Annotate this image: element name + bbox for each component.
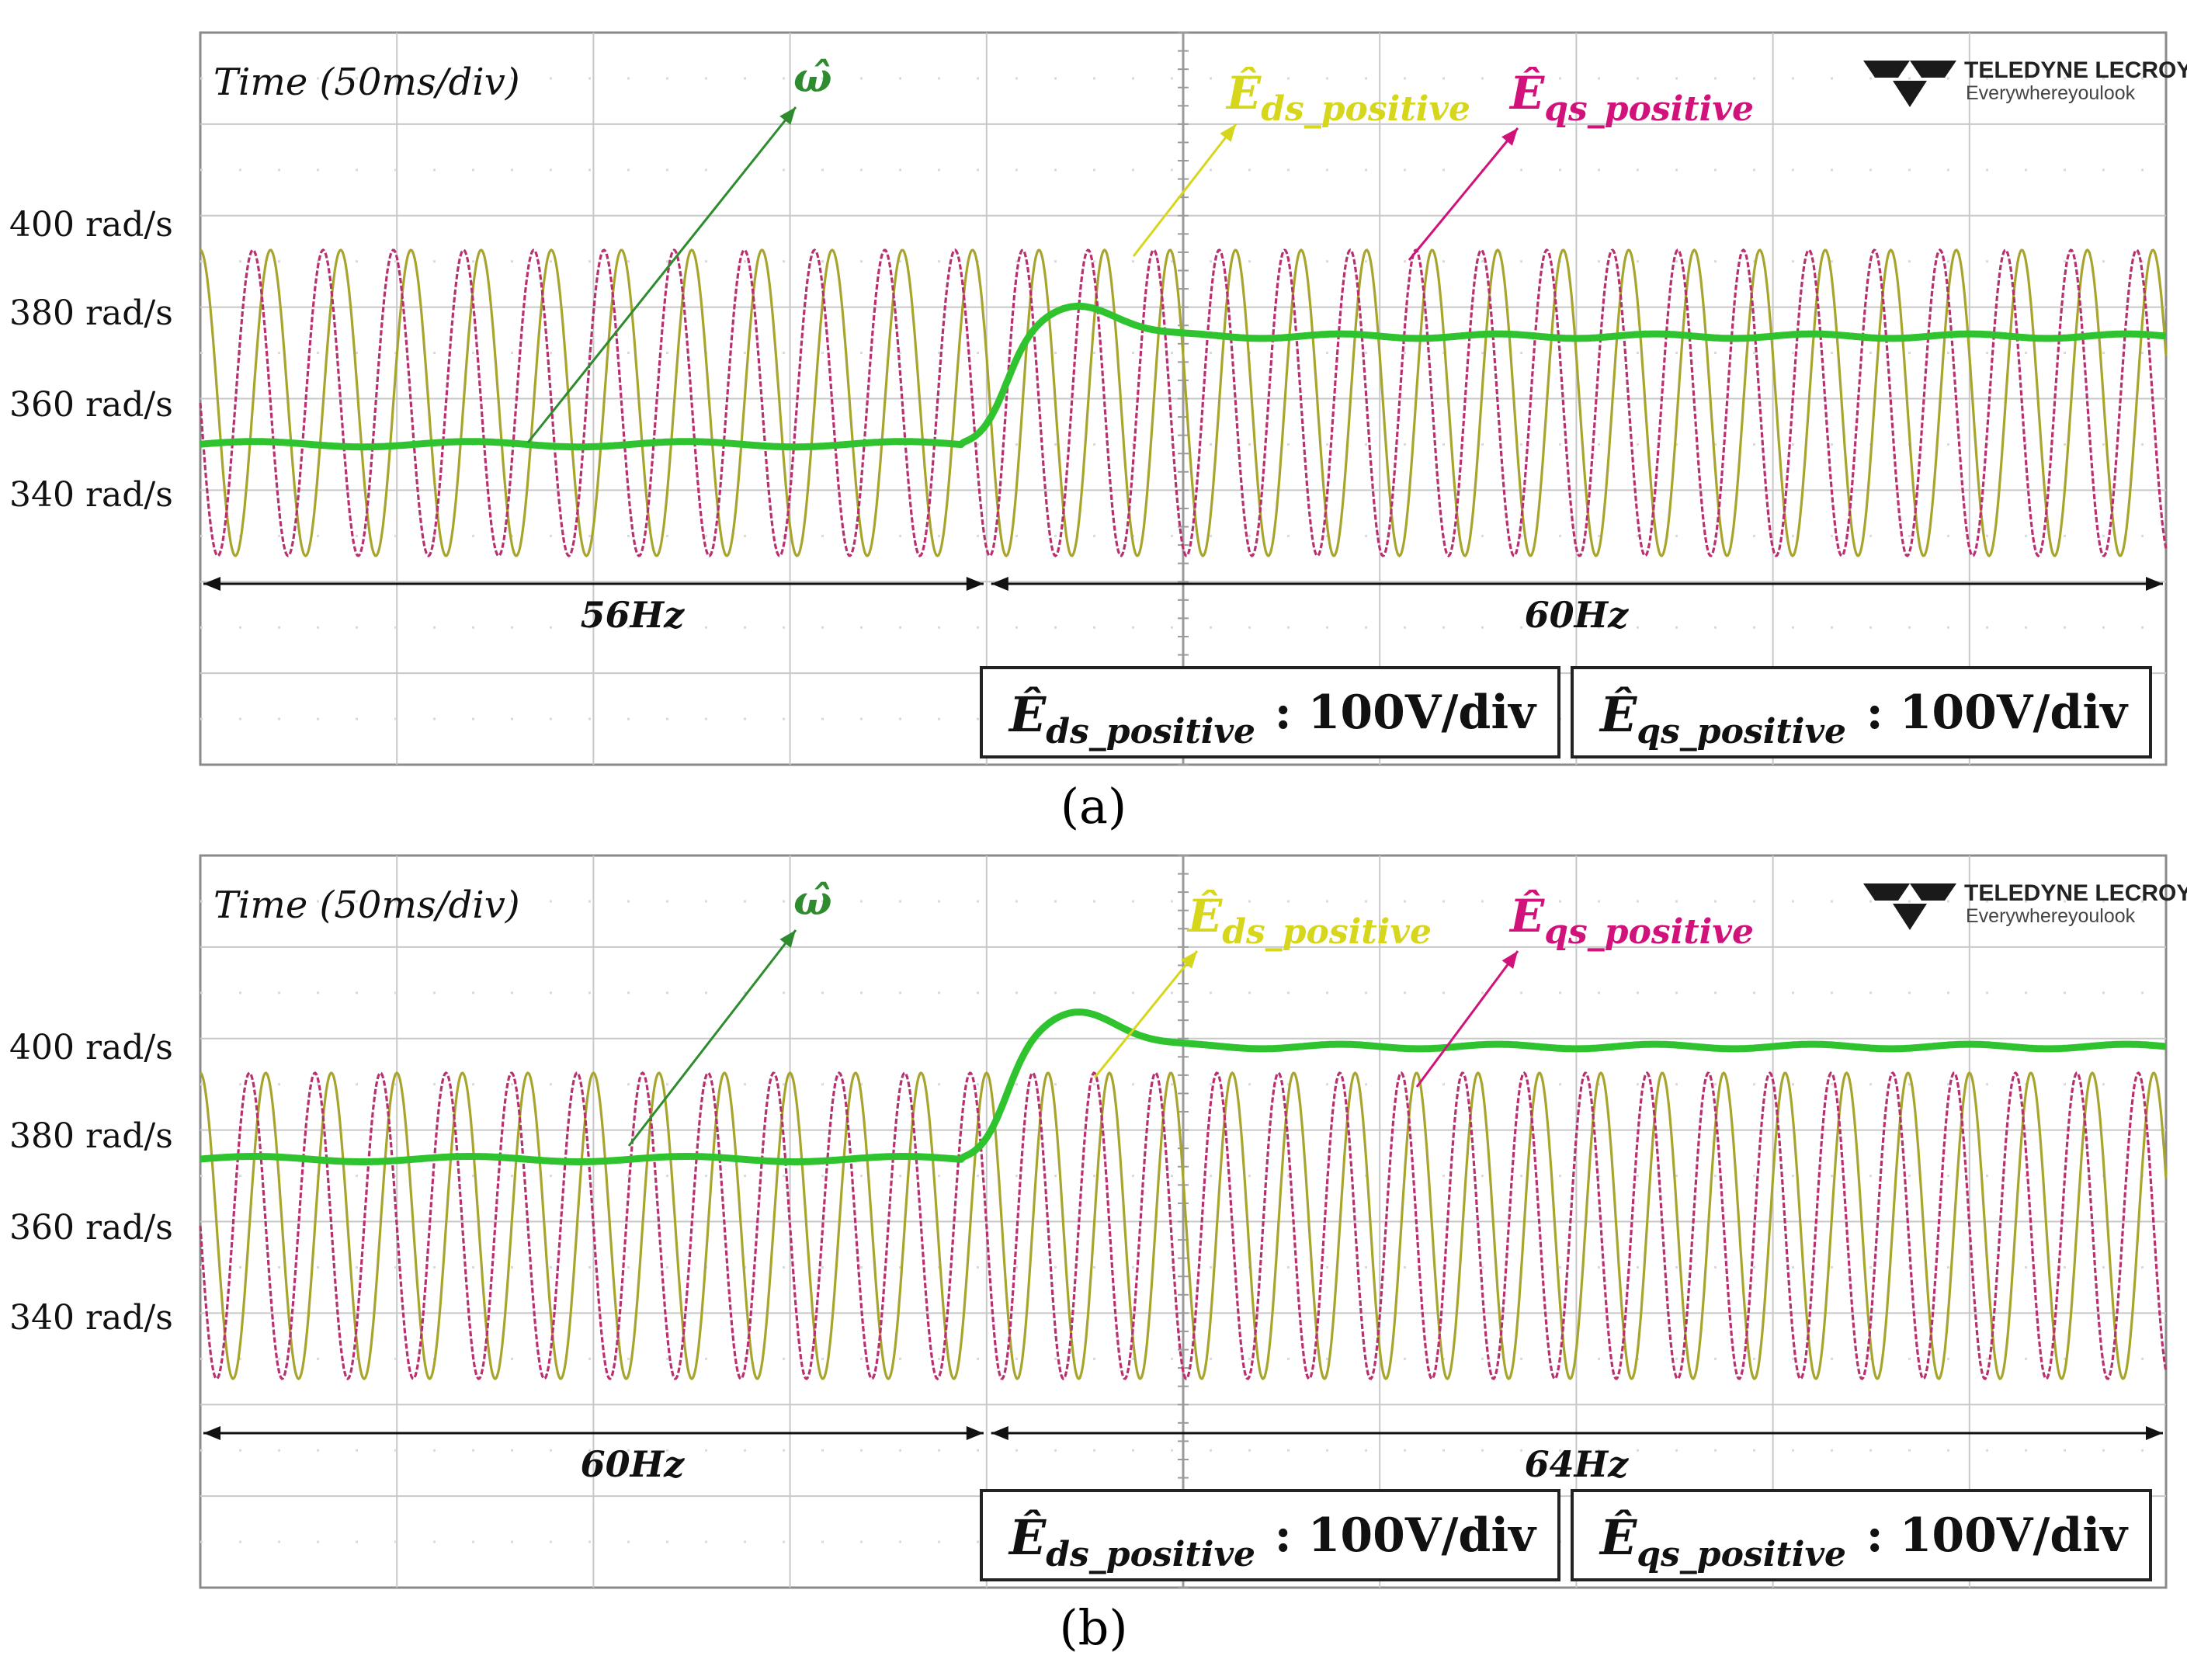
freq-span-after-right-head (2146, 1426, 2163, 1440)
scale-box-value: : 100V/div (1866, 686, 2129, 740)
freq-before-label: 56Hz (581, 594, 685, 636)
scale-box-signal-label: Êqs_positive (1599, 686, 1846, 751)
eqs-positive-label: Êqs_positive (1508, 890, 1754, 952)
freq-span-before-right-head (966, 1426, 984, 1440)
eqs-positive-label-subscript: qs_positive (1544, 89, 1754, 129)
scale-box-signal-label-subscript: ds_positive (1046, 712, 1255, 751)
y-tick-label: 400 rad/s (9, 205, 173, 245)
eqs-positive-label-subscript: qs_positive (1544, 912, 1754, 952)
time-scale-label: Time (50ms/div) (213, 61, 520, 104)
eqs-positive-arrow (1415, 950, 1519, 1088)
y-tick-label: 360 rad/s (9, 385, 173, 425)
logo-mark-bottom (1893, 81, 1927, 107)
eqs-positive-trace (199, 1071, 2168, 1381)
scale-box-signal-label: Êqs_positive (1599, 1509, 1846, 1574)
time-scale-label: Time (50ms/div) (213, 883, 520, 927)
eds-positive-arrow (1132, 123, 1238, 257)
scale-box-value: : 100V/div (1866, 1508, 2129, 1563)
omega-arrow (627, 929, 797, 1147)
omega-label: ω̂ (793, 54, 832, 102)
eqs-positive-trace (199, 248, 2168, 557)
caption-b: (b) (1059, 1599, 1128, 1656)
y-tick-label: 340 rad/s (9, 475, 173, 515)
scope-chart-b: 400 rad/s 380 rad/s 360 rad/s 340 rad/s Time… (9, 854, 2187, 1589)
scope-chart-a: 400 rad/s 380 rad/s 360 rad/s 340 rad/s Time… (9, 31, 2187, 766)
eds-positive-label-subscript: ds_positive (1222, 912, 1432, 952)
freq-span-after-right-head (2146, 577, 2163, 591)
eqs-positive-arrow (1408, 127, 1519, 261)
scope-panel-b: 400 rad/s 380 rad/s 360 rad/s 340 rad/s Time… (0, 823, 2187, 1661)
logo-mark-top (1910, 883, 1956, 901)
eds-positive-label: Êds_positive (1225, 67, 1470, 129)
eqs-positive-arrow-head (1501, 128, 1518, 146)
logo-mark-top (1863, 883, 1910, 901)
scale-box-signal-label-main: Ê (1008, 686, 1047, 743)
eqs-positive-label-main: Ê (1508, 890, 1545, 942)
scale-box-signal-label-main: Ê (1599, 686, 1637, 743)
logo-mark-top (1863, 61, 1910, 78)
logo-mark-bottom (1893, 904, 1927, 930)
scale-box-value: : 100V/div (1275, 686, 1537, 740)
scale-box-value: : 100V/div (1275, 1508, 1537, 1563)
scale-box (980, 666, 1560, 758)
eds-positive-arrow (1093, 950, 1199, 1078)
scale-box (980, 1489, 1560, 1581)
scale-box-signal-label-main: Ê (1599, 1509, 1637, 1566)
eds-positive-label-main: Ê (1225, 67, 1262, 120)
omega-label: ω̂ (793, 877, 832, 925)
y-tick-label: 380 rad/s (9, 1116, 173, 1156)
eds-positive-arrow-head (1181, 951, 1197, 969)
scale-box (1571, 1489, 2152, 1581)
omega-trace (199, 302, 2168, 451)
scale-box-signal-label-main: Ê (1008, 1509, 1047, 1566)
y-tick-label: 360 rad/s (9, 1208, 173, 1248)
scale-box-signal-label: Êds_positive (1008, 1509, 1255, 1574)
logo-tagline: Everywhereyoulook (1966, 82, 2136, 104)
omega-trace (199, 1008, 2168, 1165)
scale-box (1571, 666, 2152, 758)
y-tick-label: 380 rad/s (9, 293, 173, 333)
eds-positive-arrow-head (1220, 124, 1236, 142)
caption-a: (a) (1060, 778, 1127, 835)
omega-arrow-head (779, 930, 796, 948)
logo-brand: TELEDYNE LECROY (1964, 880, 2187, 906)
freq-after-label: 64Hz (1525, 1443, 1629, 1485)
freq-before-label: 60Hz (581, 1443, 685, 1485)
eds-positive-label-main: Ê (1186, 890, 1223, 942)
eqs-positive-label-main: Ê (1508, 67, 1545, 120)
eqs-positive-arrow-head (1501, 951, 1518, 970)
freq-after-label: 60Hz (1525, 594, 1629, 636)
scale-box-signal-label: Êds_positive (1008, 686, 1255, 751)
omega-arrow (526, 106, 797, 443)
freq-span-before-right-head (966, 577, 984, 591)
logo-brand: TELEDYNE LECROY (1964, 57, 2187, 83)
logo-mark-top (1910, 61, 1956, 78)
scale-box-signal-label-subscript: ds_positive (1046, 1535, 1255, 1574)
y-tick-label: 340 rad/s (9, 1298, 173, 1338)
omega-arrow-head (779, 107, 796, 125)
scale-box-signal-label-subscript: qs_positive (1637, 712, 1846, 751)
eds-positive-trace (200, 248, 2168, 557)
scale-box-signal-label-subscript: qs_positive (1637, 1535, 1846, 1574)
scope-panel-a: 400 rad/s 380 rad/s 360 rad/s 340 rad/s Time… (0, 0, 2187, 838)
eqs-positive-label: Êqs_positive (1508, 67, 1754, 129)
eds-positive-label-subscript: ds_positive (1261, 89, 1470, 129)
eds-positive-label: Êds_positive (1186, 890, 1432, 952)
logo-tagline: Everywhereyoulook (1966, 905, 2136, 927)
y-tick-label: 400 rad/s (9, 1028, 173, 1067)
